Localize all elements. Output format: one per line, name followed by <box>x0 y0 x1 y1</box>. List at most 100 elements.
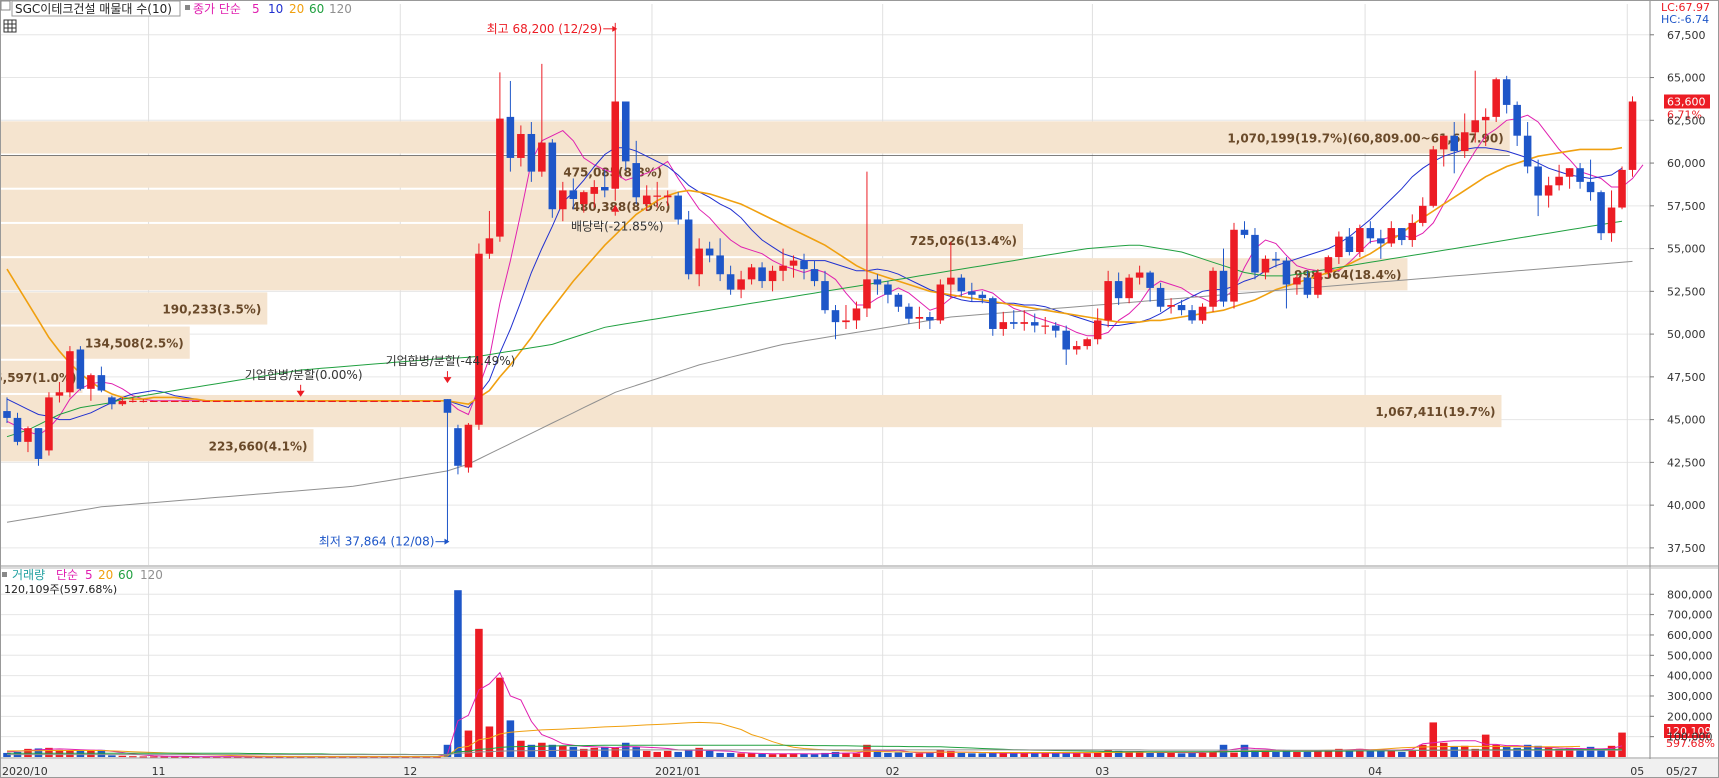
volume-bar[interactable] <box>968 753 976 757</box>
volume-bar[interactable] <box>443 744 452 757</box>
volume-bar[interactable] <box>1387 749 1396 757</box>
volume-bar[interactable] <box>1177 753 1186 757</box>
candle[interactable] <box>842 305 850 329</box>
candle[interactable] <box>1114 272 1123 306</box>
candle[interactable] <box>24 426 32 453</box>
candle[interactable] <box>55 381 64 403</box>
candle[interactable] <box>1471 70 1479 143</box>
candle[interactable] <box>87 373 95 401</box>
candle[interactable] <box>475 243 483 430</box>
volume-bar[interactable] <box>705 750 714 757</box>
candle[interactable] <box>569 178 578 210</box>
candle[interactable] <box>433 400 441 403</box>
candle[interactable] <box>674 192 682 225</box>
candle[interactable] <box>66 346 74 398</box>
volume-bar[interactable] <box>1523 744 1532 757</box>
candle[interactable] <box>758 262 766 288</box>
volume-bar[interactable] <box>1345 749 1354 757</box>
candle[interactable] <box>496 72 504 242</box>
volume-bar[interactable] <box>1156 751 1165 757</box>
candle[interactable] <box>1240 221 1249 239</box>
volume-bar[interactable] <box>569 746 578 757</box>
volume-bar[interactable] <box>726 752 735 757</box>
candle[interactable] <box>989 296 997 336</box>
volume-bar[interactable] <box>663 750 672 757</box>
candle[interactable] <box>34 428 43 466</box>
candle[interactable] <box>254 400 263 403</box>
volume-bar[interactable] <box>632 746 641 757</box>
volume-bar[interactable] <box>160 756 169 758</box>
volume-bar[interactable] <box>1282 749 1291 757</box>
candle[interactable] <box>1104 270 1112 328</box>
candle[interactable] <box>1282 257 1291 309</box>
candle[interactable] <box>1230 222 1238 309</box>
candle[interactable] <box>517 125 525 167</box>
volume-bar[interactable] <box>1114 750 1123 757</box>
volume-bar[interactable] <box>181 756 190 758</box>
candle[interactable] <box>1072 340 1081 355</box>
candle[interactable] <box>1324 255 1333 278</box>
volume-bar[interactable] <box>590 747 599 757</box>
candle[interactable] <box>1607 190 1616 242</box>
candle[interactable] <box>1534 159 1542 217</box>
volume-bar[interactable] <box>34 748 43 757</box>
candle[interactable] <box>191 400 200 403</box>
grid-toggle-icon[interactable] <box>3 19 17 33</box>
candle[interactable] <box>1576 163 1584 189</box>
volume-bar[interactable] <box>1377 749 1385 757</box>
volume-bar[interactable] <box>1041 753 1050 757</box>
volume-bar[interactable] <box>695 747 703 757</box>
volume-bar[interactable] <box>1586 746 1595 757</box>
candle[interactable] <box>1303 270 1312 299</box>
candle[interactable] <box>1565 168 1574 189</box>
candle[interactable] <box>548 139 557 218</box>
volume-bar[interactable] <box>496 677 504 757</box>
volume-bar[interactable] <box>1481 734 1490 757</box>
volume-bar[interactable] <box>1293 751 1301 757</box>
candle[interactable] <box>852 301 861 329</box>
candles[interactable] <box>3 22 1637 542</box>
candle[interactable] <box>1513 101 1521 146</box>
candle[interactable] <box>873 274 882 295</box>
candle[interactable] <box>894 293 903 312</box>
candle[interactable] <box>139 399 148 403</box>
candle[interactable] <box>1272 252 1280 268</box>
candle[interactable] <box>97 366 106 393</box>
candle[interactable] <box>695 238 703 287</box>
candle[interactable] <box>905 303 913 324</box>
volume-bar[interactable] <box>1314 750 1322 757</box>
volume-bar[interactable] <box>779 753 787 757</box>
candle[interactable] <box>286 400 294 403</box>
candle[interactable] <box>171 400 179 403</box>
candle[interactable] <box>1356 224 1364 258</box>
volume-bar[interactable] <box>1335 748 1343 757</box>
volume-bar[interactable] <box>1167 752 1175 757</box>
candle[interactable] <box>1188 305 1196 324</box>
candle[interactable] <box>1051 322 1060 338</box>
volume-bar[interactable] <box>873 751 882 757</box>
volume-bar[interactable] <box>926 752 934 757</box>
volume-bar[interactable] <box>506 720 515 757</box>
volume-bar[interactable] <box>1597 748 1605 757</box>
volume-bar[interactable] <box>905 752 913 757</box>
candle[interactable] <box>275 400 284 403</box>
volume-bar[interactable] <box>1555 748 1563 757</box>
legend-box-icon[interactable] <box>0 0 11 11</box>
volume-bar[interactable] <box>1020 753 1029 757</box>
volume-bar[interactable] <box>66 750 74 757</box>
candle[interactable] <box>1135 265 1144 285</box>
candle[interactable] <box>653 181 661 208</box>
candle[interactable] <box>590 180 599 208</box>
volume-bar[interactable] <box>1429 722 1438 757</box>
candle[interactable] <box>1387 221 1396 247</box>
candle[interactable] <box>1492 77 1500 123</box>
volume-bar[interactable] <box>1502 746 1511 757</box>
candle[interactable] <box>202 400 211 403</box>
candle[interactable] <box>1041 316 1050 335</box>
volume-bar[interactable] <box>1209 751 1217 757</box>
volume-bar[interactable] <box>171 756 179 758</box>
candle[interactable] <box>726 265 735 295</box>
volume-bar[interactable] <box>1471 748 1479 757</box>
volume-bar[interactable] <box>716 752 724 757</box>
volume-bar[interactable] <box>76 750 85 757</box>
